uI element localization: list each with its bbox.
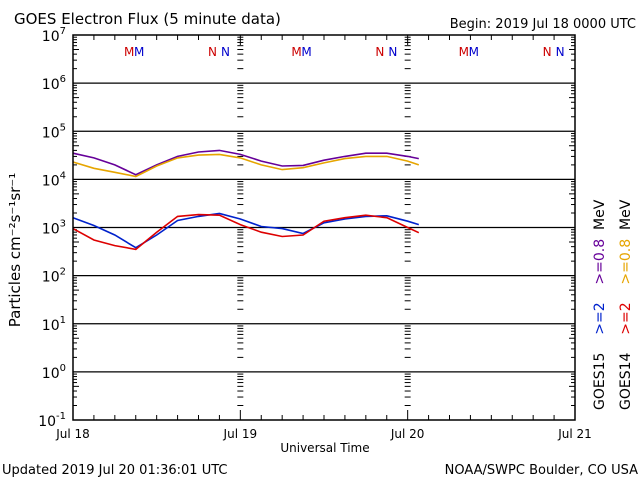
x-tick-label: Jul 18 (55, 427, 90, 441)
x-tick-labels: Jul 18 Jul 19 Jul 20 Jul 21 (55, 427, 592, 441)
y-tick-label: 105 (42, 122, 66, 141)
grid-layer (72, 35, 576, 420)
plot-frame (72, 34, 576, 421)
event-marker: N (543, 45, 552, 59)
series-line-goes14-0-8-mev (72, 153, 420, 178)
legend-entry: GOES14 >=2 >=0.8 MeV (618, 199, 634, 410)
y-tick-label: 103 (42, 219, 66, 238)
event-marker: N (375, 45, 384, 59)
x-tick-label: Jul 19 (223, 427, 258, 441)
event-marker: M (459, 45, 469, 59)
y-tick-label: 101 (42, 315, 66, 334)
y-tick-labels: 107 106 105 104 103 102 101 100 10-1 (38, 26, 66, 430)
series-line-goes14-2-mev (72, 213, 420, 251)
event-marker: M (469, 45, 479, 59)
x-tick-label: Jul 20 (390, 427, 425, 441)
series-line-goes15-2-mev (72, 212, 420, 249)
y-tick-label: 106 (42, 74, 66, 93)
y-axis-label: Particles cm⁻²s⁻¹sr⁻¹ (6, 173, 24, 327)
event-marker: N (208, 45, 217, 59)
event-marker: N (556, 45, 565, 59)
begin-label: Begin: 2019 Jul 18 0000 UTC (450, 17, 636, 32)
y-tick-label: 104 (42, 170, 66, 189)
y-tick-label: 100 (42, 363, 66, 382)
x-tick-label: Jul 21 (557, 427, 592, 441)
event-marker: N (221, 45, 230, 59)
legend: GOES15 >=2 >=0.8 MeV GOES14 >=2 >=0.8 MeV (592, 199, 634, 410)
event-marker: N (388, 45, 397, 59)
y-tick-label: 102 (42, 267, 66, 286)
legend-entry: GOES15 >=2 >=0.8 MeV (592, 199, 608, 410)
event-marker: M (301, 45, 311, 59)
x-axis-label: Universal Time (280, 441, 369, 455)
updated-timestamp: Updated 2019 Jul 20 01:36:01 UTC (2, 463, 227, 478)
series-line-goes15-0-8-mev (72, 149, 419, 176)
event-marker: M (124, 45, 134, 59)
event-marker: M (134, 45, 144, 59)
event-marker: M (291, 45, 301, 59)
credit-label: NOAA/SWPC Boulder, CO USA (445, 463, 638, 478)
y-tick-label: 10-1 (38, 411, 66, 430)
y-tick-label: 107 (42, 26, 66, 45)
chart-title: GOES Electron Flux (5 minute data) (14, 10, 281, 28)
series-layer (72, 149, 420, 251)
